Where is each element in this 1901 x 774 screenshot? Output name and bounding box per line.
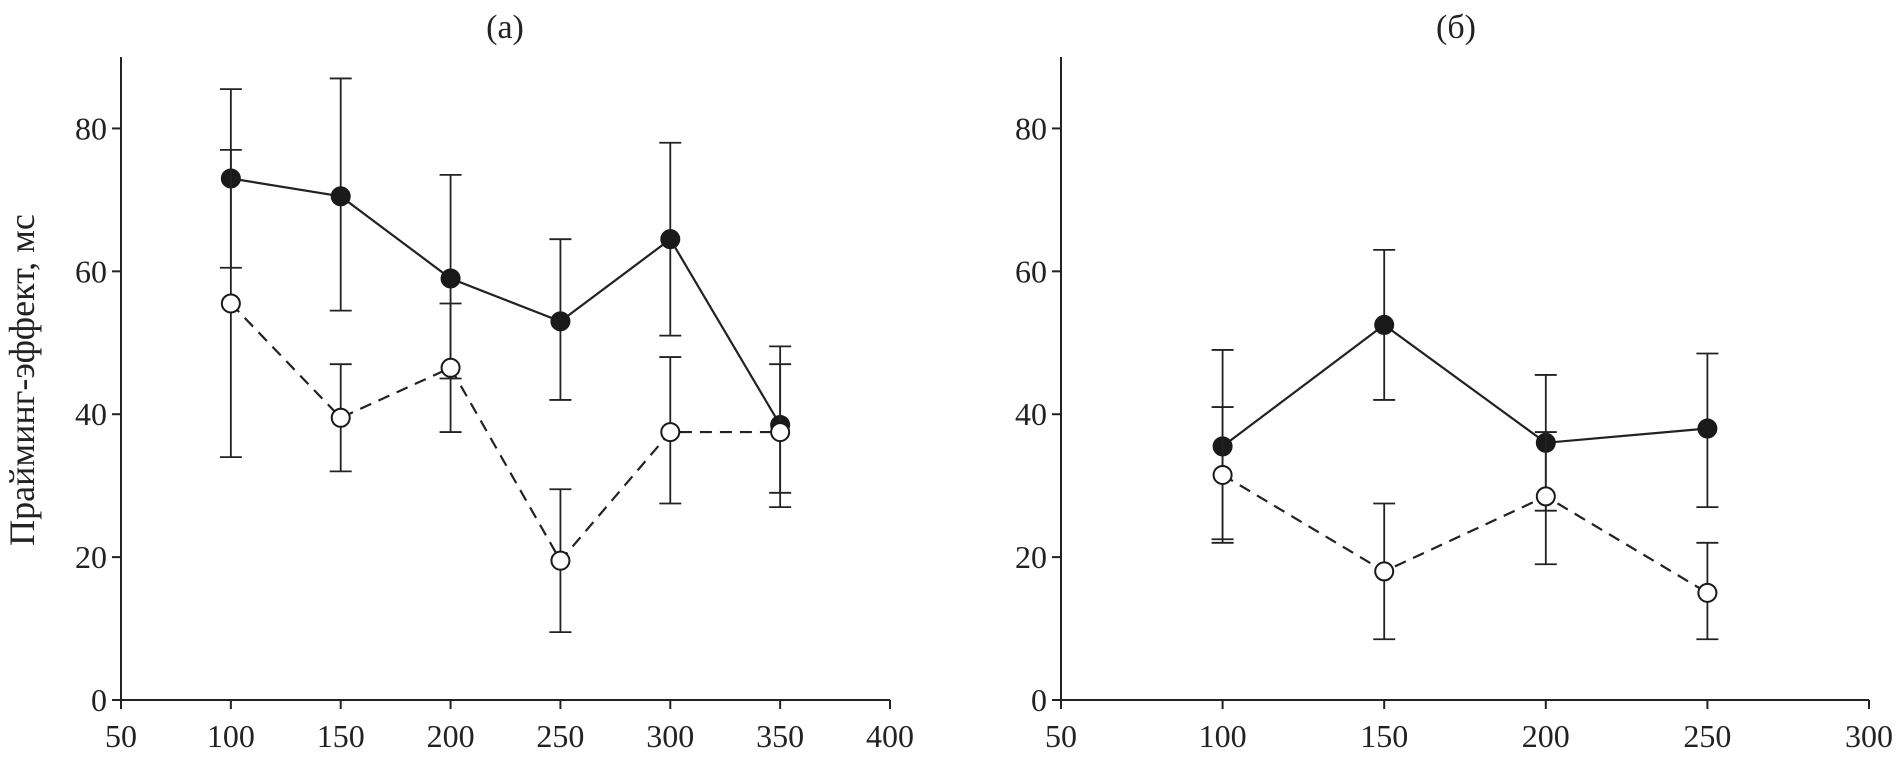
x-tick-label: 50 [1045, 718, 1077, 754]
y-tick-label: 80 [75, 110, 107, 146]
series-open-point [660, 422, 681, 443]
y-tick-label: 60 [1015, 253, 1047, 289]
x-tick-label: 400 [866, 718, 914, 754]
series-open-point [1212, 464, 1233, 485]
series-open-line [230, 302, 781, 563]
series-open-point [440, 357, 461, 378]
series-filled-point [550, 311, 571, 332]
series-open-point [330, 407, 351, 428]
y-axis-label: Прайминг-эффект, мс [2, 214, 42, 546]
x-tick-label: 150 [1360, 718, 1408, 754]
series-filled-point [330, 186, 351, 207]
series-open-point [770, 422, 791, 443]
series-filled-line [230, 177, 782, 426]
y-tick-label: 80 [1015, 110, 1047, 146]
x-tick-label: 200 [1522, 718, 1570, 754]
y-tick-label: 40 [75, 396, 107, 432]
y-tick-label: 0 [91, 682, 107, 718]
chart-title: (б) [1436, 9, 1476, 46]
series-filled-point [1697, 418, 1718, 439]
series-open-point [220, 293, 241, 314]
series-filled-point [1374, 314, 1395, 335]
x-tick-label: 250 [536, 718, 584, 754]
chart-panel-b: (б) 0 20 40 60 80 50 100 150 200 250 300 [1015, 9, 1893, 754]
x-tick-label: 100 [1199, 718, 1247, 754]
chart-panel-a: (а) 0 20 40 60 80 50 100 150 200 250 300 350 400 [75, 9, 914, 754]
chart-title: (а) [486, 9, 524, 46]
x-tick-label: 200 [427, 718, 475, 754]
series-open-point [550, 550, 571, 571]
x-tick-label: 300 [646, 718, 694, 754]
y-tick-label: 20 [1015, 539, 1047, 575]
series-open-point [1374, 561, 1395, 582]
y-tick-label: 20 [75, 539, 107, 575]
y-tick-label: 60 [75, 253, 107, 289]
series-open-line [1222, 474, 1708, 594]
x-tick-label: 50 [105, 718, 137, 754]
x-tick-label: 350 [756, 718, 804, 754]
series-open-point [1697, 582, 1718, 603]
series-filled-point [660, 229, 681, 250]
x-tick-label: 300 [1845, 718, 1893, 754]
series-filled-line [1221, 323, 1708, 448]
x-tick-label: 250 [1683, 718, 1731, 754]
y-tick-label: 0 [1031, 682, 1047, 718]
x-tick-label: 100 [207, 718, 255, 754]
series-filled-point [440, 268, 461, 289]
series-open-point [1535, 486, 1556, 507]
y-tick-label: 40 [1015, 396, 1047, 432]
x-tick-label: 150 [317, 718, 365, 754]
